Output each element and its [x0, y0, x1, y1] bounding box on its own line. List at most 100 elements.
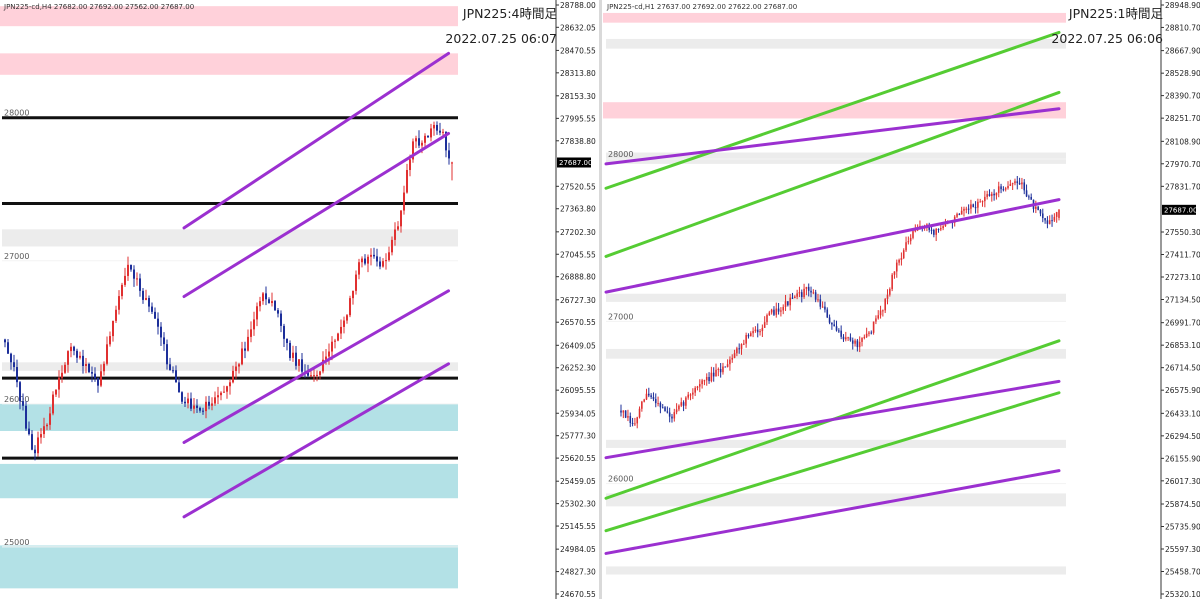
- candle-body: [217, 395, 219, 398]
- axis-tick-label: 28528.90: [1165, 69, 1200, 78]
- candle-body: [821, 306, 824, 308]
- candle-body: [115, 309, 117, 321]
- candle-body: [133, 269, 135, 279]
- candle-body: [940, 228, 942, 230]
- axis-tick-label: 27363.80: [560, 205, 596, 214]
- candle-body: [668, 412, 671, 417]
- candle-body: [241, 348, 243, 365]
- axis-tick-label: 28251.70: [1165, 114, 1200, 123]
- candle-body: [766, 315, 768, 323]
- axis-tick-label: 26575.90: [1165, 386, 1200, 395]
- candle-body: [754, 329, 757, 331]
- support-zone: [0, 463, 458, 499]
- axis-tick-label: 24984.05: [560, 545, 596, 554]
- candle-body: [789, 297, 791, 306]
- candle-body: [1004, 188, 1007, 190]
- candle-body: [307, 371, 309, 376]
- symbol-info: JPN225-cd,H4 27682.00 27692.00 27562.00 …: [3, 3, 194, 11]
- axis-tick-label: 27520.55: [560, 182, 596, 191]
- candle-body: [988, 194, 991, 196]
- candle-body: [680, 402, 683, 406]
- candle-body: [990, 193, 993, 196]
- axis-tick-label: 28313.80: [560, 69, 596, 78]
- candle-body: [912, 231, 914, 238]
- candle-body: [76, 350, 78, 358]
- candle-body: [784, 301, 787, 307]
- candle-body: [865, 333, 868, 337]
- candle-body: [661, 407, 664, 409]
- symbol-info: JPN225-cd,H1 27637.00 27692.00 27622.00 …: [606, 3, 797, 11]
- candle-body: [877, 315, 880, 319]
- candle-body: [627, 416, 629, 418]
- h1-chart-svg: JPN225-cd,H1 27637.00 27692.00 27622.00 …: [603, 0, 1200, 599]
- candle-body: [70, 346, 72, 352]
- candle-body: [1048, 220, 1051, 224]
- candle-body: [872, 321, 875, 333]
- candle-body: [160, 326, 162, 338]
- axis-tick-label: 28390.70: [1165, 92, 1200, 101]
- axis-tick-label: 25620.55: [560, 454, 596, 463]
- candle-body: [763, 322, 766, 328]
- candle-body: [972, 204, 975, 208]
- panel-divider[interactable]: [599, 0, 602, 599]
- candle-body: [52, 394, 54, 414]
- axis-tick-label: 24827.30: [560, 568, 596, 577]
- candle-body: [91, 372, 93, 374]
- axis-tick-label: 26409.05: [560, 341, 596, 350]
- candle-body: [770, 309, 773, 313]
- candle-body: [840, 330, 842, 337]
- candle-body: [244, 348, 246, 351]
- candle-body: [810, 290, 812, 293]
- candle-body: [343, 320, 345, 327]
- candle-body: [773, 309, 775, 315]
- axis-tick-label: 28788.00: [560, 1, 596, 10]
- axis-tick-label: 26155.90: [1165, 454, 1200, 463]
- axis-tick-label: 27838.80: [560, 137, 596, 146]
- candle-body: [1051, 220, 1053, 222]
- candle-body: [232, 370, 234, 383]
- candle-body: [274, 301, 276, 311]
- candle-body: [986, 194, 988, 197]
- candle-body: [858, 341, 861, 348]
- candle-body: [967, 208, 970, 210]
- h1-chart-panel[interactable]: JPN225-cd,H1 27637.00 27692.00 27622.00 …: [603, 0, 1200, 599]
- candle-body: [358, 262, 360, 275]
- candle-body: [1025, 190, 1028, 197]
- candle-body: [157, 318, 159, 327]
- axis-tick-label: 27550.30: [1165, 228, 1200, 237]
- candle-body: [1035, 206, 1037, 209]
- candle-body: [629, 416, 632, 423]
- candle-body: [319, 371, 321, 375]
- candle-body: [743, 343, 745, 345]
- candle-body: [334, 340, 336, 342]
- candle-body: [814, 292, 817, 300]
- candle-body: [856, 340, 859, 348]
- candle-body: [406, 169, 408, 193]
- candle-body: [631, 422, 634, 424]
- candle-body: [193, 405, 195, 409]
- level-label: 28000: [608, 150, 633, 159]
- candle-body: [719, 369, 722, 373]
- candle-body: [385, 260, 387, 262]
- candle-body: [886, 294, 889, 299]
- candle-body: [349, 298, 351, 316]
- candle-body: [622, 410, 625, 413]
- axis-tick-label: 25145.55: [560, 522, 596, 531]
- axis-tick-label: 28632.05: [560, 23, 596, 32]
- candle-body: [724, 366, 727, 368]
- h4-chart-panel[interactable]: JPN225-cd,H4 27682.00 27692.00 27562.00 …: [0, 0, 598, 599]
- candle-body: [747, 335, 750, 337]
- axis-tick-label: 26095.55: [560, 386, 596, 395]
- candle-body: [373, 254, 375, 257]
- candle-body: [835, 326, 838, 331]
- candle-body: [898, 259, 900, 263]
- candle-body: [436, 124, 438, 131]
- candle-body: [930, 229, 933, 231]
- candle-body: [49, 413, 51, 425]
- trend-line: [604, 391, 1061, 533]
- axis-tick-label: 26714.50: [1165, 364, 1200, 373]
- candle-body: [678, 405, 680, 410]
- candle-body: [208, 401, 210, 406]
- neutral-zone: [606, 152, 1066, 164]
- candle-body: [638, 408, 641, 418]
